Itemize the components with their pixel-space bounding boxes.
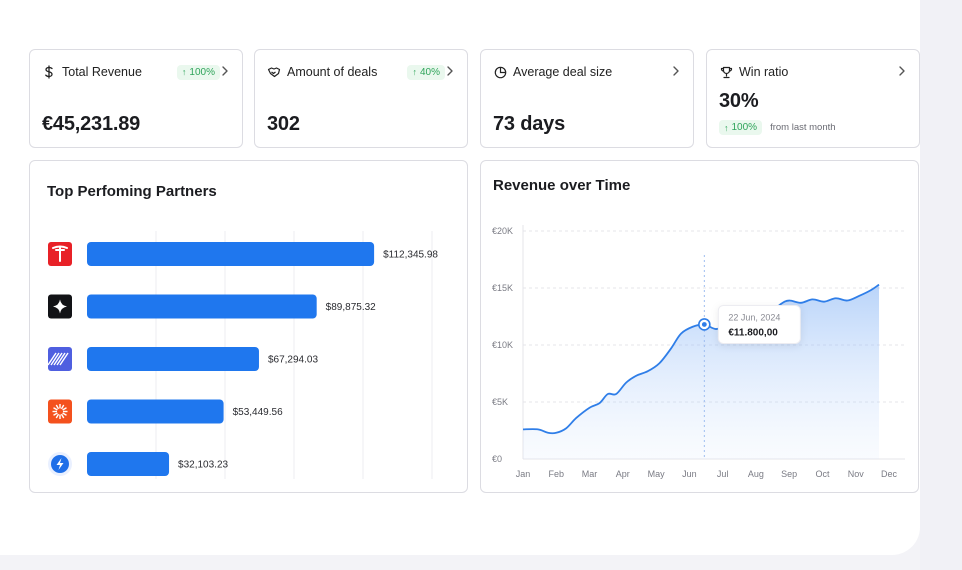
y-tick-label: €15K bbox=[492, 283, 513, 293]
pie-chart-icon bbox=[493, 65, 507, 79]
growth-badge: ↑ 40% bbox=[407, 64, 445, 80]
kpi-card-average-deal-size[interactable]: Average deal size 73 days bbox=[480, 49, 694, 148]
y-tick-label: €10K bbox=[492, 340, 513, 350]
partners-bar-chart: $112,345.98 $89,875.32 $67,294.03 $53,449.5… bbox=[47, 231, 438, 479]
bar-value-label: $112,345.98 bbox=[383, 250, 438, 261]
x-tick-label: Feb bbox=[549, 469, 565, 479]
x-tick-label: Apr bbox=[616, 469, 630, 479]
bar-partner-5[interactable] bbox=[87, 452, 170, 476]
kpi-title: Amount of deals bbox=[287, 65, 378, 79]
bar-partner-3[interactable] bbox=[87, 347, 259, 371]
tooltip-date: 22 Jun, 2024 bbox=[728, 312, 780, 322]
x-tick-label: Aug bbox=[748, 469, 764, 479]
y-tick-label: €20K bbox=[492, 226, 513, 236]
growth-badge: ↑ 100% bbox=[719, 120, 763, 135]
x-tick-label: May bbox=[648, 469, 666, 479]
x-tick-label: Jun bbox=[682, 469, 697, 479]
kpi-card-amount-of-deals[interactable]: Amount of deals ↑ 40% 302 bbox=[254, 49, 468, 148]
kpi-value: 302 bbox=[267, 113, 300, 135]
kpi-title: Total Revenue bbox=[62, 65, 142, 79]
arrow-up-icon: ↑ bbox=[181, 67, 187, 77]
x-tick-label: Mar bbox=[582, 469, 598, 479]
dollar-icon bbox=[42, 65, 56, 79]
kpi-value: 30% bbox=[719, 90, 759, 112]
chevron-right-icon[interactable] bbox=[220, 63, 230, 79]
chevron-right-icon[interactable] bbox=[445, 63, 455, 79]
kpi-card-total-revenue[interactable]: Total Revenue ↑ 100% €45,231.89 bbox=[29, 49, 243, 148]
card-title: Revenue over Time bbox=[493, 177, 631, 194]
sun-logo-icon bbox=[48, 399, 72, 424]
growth-badge: ↑ 100% bbox=[176, 64, 220, 80]
right-scroll-area bbox=[920, 0, 962, 570]
bar-partner-2[interactable] bbox=[87, 294, 317, 319]
kpi-subline: ↑ 100% from last month bbox=[719, 120, 836, 135]
chevron-right-icon[interactable] bbox=[897, 63, 907, 79]
x-tick-label: Sep bbox=[781, 469, 797, 479]
x-tick-label: Oct bbox=[815, 469, 830, 479]
tesla-logo-icon bbox=[48, 242, 72, 266]
revenue-card: Revenue over Time €0 €5K €10K €15K €20K Jan Fe… bbox=[480, 160, 919, 493]
handshake-icon bbox=[267, 65, 281, 79]
trophy-icon bbox=[719, 65, 733, 79]
tooltip-value: €11.800,00 bbox=[728, 327, 778, 338]
bar-value-label: $89,875.32 bbox=[326, 302, 376, 313]
y-tick-label: €5K bbox=[492, 397, 508, 407]
x-tick-label: Dec bbox=[881, 469, 898, 479]
revenue-line bbox=[522, 283, 880, 435]
bar-tesla[interactable] bbox=[87, 242, 375, 266]
x-tick-label: Jan bbox=[516, 469, 531, 479]
bar-value-label: $53,449.56 bbox=[233, 407, 283, 418]
top-partners-card: Top Perfoming Partners $112,345.98 $89,87… bbox=[29, 160, 468, 493]
y-tick-label: €0 bbox=[492, 454, 502, 464]
revenue-line-chart: €0 €5K €10K €15K €20K Jan Feb Mar Apr May Jun Jul Au… bbox=[492, 225, 905, 479]
x-tick-label: Jul bbox=[717, 469, 729, 479]
stripes-logo-icon bbox=[47, 347, 72, 371]
kpi-value: 73 days bbox=[493, 113, 565, 135]
bar-value-label: $32,103.23 bbox=[178, 460, 228, 471]
kpi-card-win-ratio[interactable]: Win ratio 30% ↑ 100% from last month bbox=[706, 49, 920, 148]
kpi-title: Average deal size bbox=[513, 65, 613, 79]
kpi-title: Win ratio bbox=[739, 65, 789, 79]
chevron-right-icon[interactable] bbox=[671, 63, 681, 79]
x-tick-label: Nov bbox=[848, 469, 865, 479]
bar-value-label: $67,294.03 bbox=[268, 355, 318, 366]
arrow-up-icon: ↑ bbox=[412, 67, 417, 77]
bolt-logo-icon bbox=[48, 452, 72, 476]
card-title: Top Perfoming Partners bbox=[47, 183, 217, 200]
kpi-value: €45,231.89 bbox=[42, 113, 141, 135]
revenue-area bbox=[523, 284, 880, 459]
sparkle-logo-icon bbox=[48, 294, 72, 319]
comparison-note: from last month bbox=[770, 122, 836, 133]
bar-partner-4[interactable] bbox=[87, 399, 224, 424]
tooltip: 22 Jun, 2024 €11.800,00 bbox=[717, 304, 801, 344]
arrow-up-icon: ↑ bbox=[724, 122, 729, 133]
